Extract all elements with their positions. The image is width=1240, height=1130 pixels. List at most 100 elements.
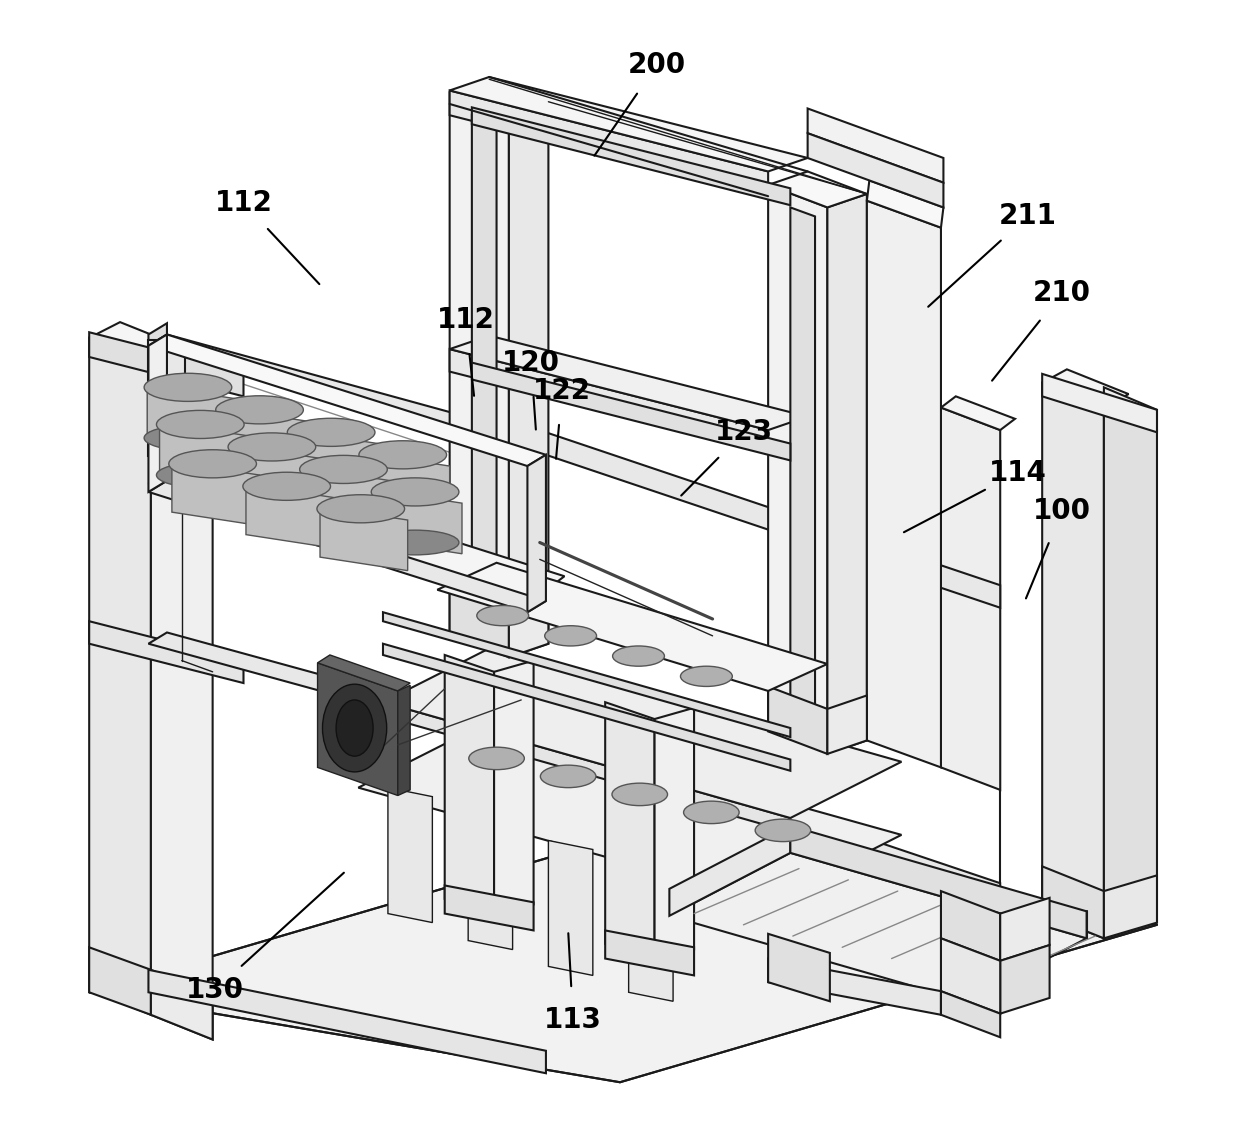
Polygon shape — [149, 334, 564, 454]
Text: 112: 112 — [215, 189, 273, 217]
Ellipse shape — [300, 507, 387, 532]
Polygon shape — [546, 730, 1001, 906]
Polygon shape — [450, 336, 807, 431]
Polygon shape — [527, 454, 546, 612]
Polygon shape — [89, 622, 243, 683]
Polygon shape — [149, 323, 167, 346]
Ellipse shape — [144, 373, 232, 401]
Ellipse shape — [477, 606, 528, 626]
Ellipse shape — [358, 441, 446, 469]
Polygon shape — [148, 385, 234, 450]
Ellipse shape — [613, 783, 667, 806]
Polygon shape — [469, 815, 512, 949]
Polygon shape — [1042, 370, 1128, 408]
Polygon shape — [1001, 898, 1049, 960]
Polygon shape — [1042, 374, 1157, 433]
Polygon shape — [790, 826, 1086, 938]
Polygon shape — [149, 334, 546, 466]
Polygon shape — [149, 970, 546, 1074]
Ellipse shape — [541, 765, 596, 788]
Text: 211: 211 — [998, 202, 1056, 231]
Ellipse shape — [322, 684, 387, 772]
Polygon shape — [670, 826, 790, 915]
Text: 123: 123 — [714, 418, 773, 446]
Polygon shape — [89, 947, 151, 1015]
Polygon shape — [149, 455, 564, 605]
Polygon shape — [494, 661, 533, 915]
Polygon shape — [768, 185, 827, 754]
Ellipse shape — [228, 485, 316, 510]
Polygon shape — [605, 930, 694, 975]
Polygon shape — [445, 655, 494, 915]
Polygon shape — [472, 115, 496, 642]
Polygon shape — [398, 685, 410, 796]
Ellipse shape — [683, 801, 739, 824]
Polygon shape — [388, 788, 433, 922]
Text: 113: 113 — [544, 1007, 603, 1034]
Polygon shape — [508, 102, 548, 658]
Polygon shape — [768, 172, 867, 208]
Polygon shape — [941, 397, 1016, 431]
Polygon shape — [172, 461, 259, 525]
Polygon shape — [450, 349, 768, 452]
Ellipse shape — [288, 470, 374, 495]
Polygon shape — [149, 633, 564, 753]
Polygon shape — [151, 363, 212, 1040]
Text: 100: 100 — [1033, 497, 1091, 525]
Ellipse shape — [613, 646, 665, 667]
Polygon shape — [373, 702, 790, 829]
Polygon shape — [807, 108, 944, 183]
Polygon shape — [383, 612, 790, 737]
Polygon shape — [151, 347, 243, 388]
Ellipse shape — [336, 699, 373, 756]
Polygon shape — [941, 991, 1001, 1037]
Ellipse shape — [169, 450, 257, 478]
Polygon shape — [231, 445, 319, 508]
Polygon shape — [1104, 408, 1157, 938]
Ellipse shape — [216, 449, 304, 472]
Polygon shape — [1001, 945, 1049, 1014]
Polygon shape — [89, 322, 182, 363]
Polygon shape — [629, 867, 673, 1001]
Text: 130: 130 — [186, 976, 244, 1005]
Polygon shape — [383, 646, 901, 818]
Ellipse shape — [371, 478, 459, 506]
Ellipse shape — [358, 493, 446, 518]
Polygon shape — [867, 201, 941, 767]
Text: 200: 200 — [627, 51, 686, 79]
Polygon shape — [450, 590, 508, 658]
Ellipse shape — [469, 747, 525, 770]
Polygon shape — [450, 77, 807, 172]
Polygon shape — [149, 340, 186, 455]
Polygon shape — [941, 892, 1001, 960]
Polygon shape — [246, 484, 334, 548]
Ellipse shape — [317, 495, 404, 523]
Polygon shape — [472, 107, 790, 206]
Polygon shape — [827, 695, 867, 754]
Polygon shape — [450, 93, 508, 658]
Polygon shape — [358, 720, 901, 903]
Ellipse shape — [216, 396, 304, 424]
Polygon shape — [160, 423, 247, 486]
Polygon shape — [149, 334, 167, 492]
Ellipse shape — [288, 418, 374, 446]
Polygon shape — [827, 194, 867, 754]
Polygon shape — [450, 79, 548, 115]
Polygon shape — [472, 363, 790, 460]
Ellipse shape — [755, 819, 811, 842]
Polygon shape — [303, 467, 391, 531]
Polygon shape — [941, 408, 1001, 790]
Polygon shape — [807, 133, 944, 208]
Ellipse shape — [144, 426, 232, 451]
Ellipse shape — [243, 472, 331, 501]
Ellipse shape — [544, 626, 596, 646]
Polygon shape — [362, 452, 450, 516]
Polygon shape — [89, 835, 1157, 1083]
Polygon shape — [548, 841, 593, 975]
Polygon shape — [768, 933, 830, 1001]
Ellipse shape — [156, 410, 244, 438]
Polygon shape — [508, 599, 548, 658]
Text: 112: 112 — [436, 306, 495, 333]
Polygon shape — [867, 181, 944, 227]
Ellipse shape — [371, 530, 459, 555]
